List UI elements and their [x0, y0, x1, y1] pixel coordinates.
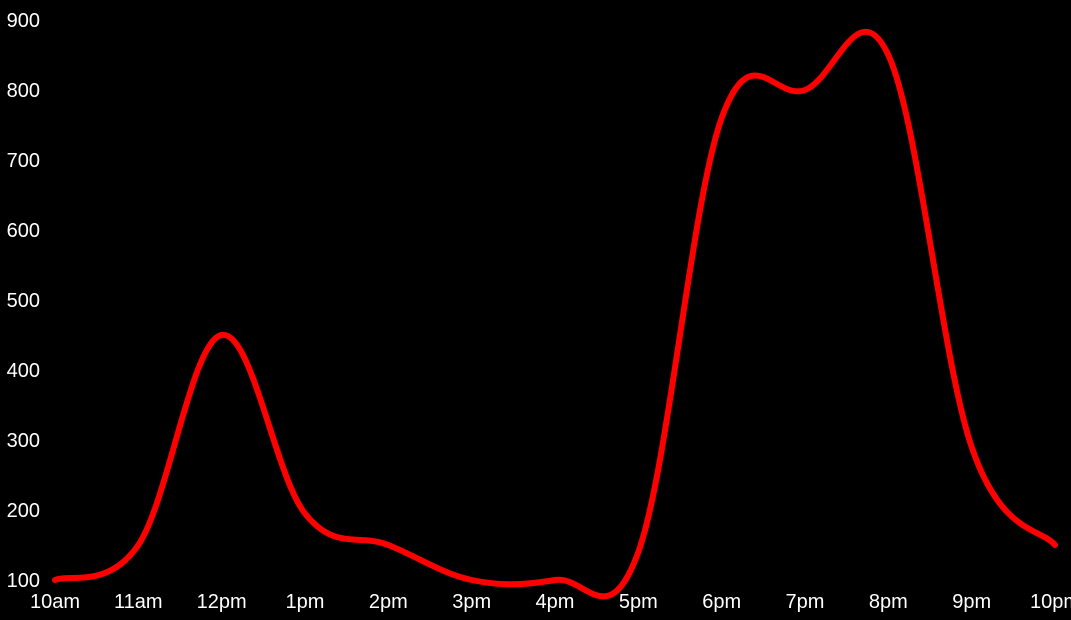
x-tick-label: 11am — [114, 591, 163, 613]
y-tick-label: 100 — [7, 570, 40, 592]
x-tick-label: 9pm — [952, 591, 991, 613]
chart-background — [0, 0, 1071, 620]
x-tick-label: 7pm — [786, 591, 825, 613]
y-tick-label: 800 — [7, 80, 40, 102]
x-tick-label: 8pm — [869, 591, 908, 613]
x-tick-label: 2pm — [369, 591, 408, 613]
x-tick-label: 6pm — [702, 591, 741, 613]
x-tick-label: 12pm — [197, 591, 247, 613]
x-tick-label: 3pm — [452, 591, 491, 613]
y-tick-label: 400 — [7, 360, 40, 382]
x-tick-label: 1pm — [286, 591, 325, 613]
x-tick-label: 10am — [30, 591, 80, 613]
x-tick-label: 10pm — [1030, 591, 1071, 613]
y-tick-label: 500 — [7, 290, 40, 312]
y-tick-label: 300 — [7, 430, 40, 452]
y-tick-label: 200 — [7, 500, 40, 522]
y-axis: 100 200 300 400 500 600 700 800 900 — [7, 10, 40, 592]
x-tick-label: 4pm — [536, 591, 575, 613]
x-tick-label: 5pm — [619, 591, 658, 613]
y-tick-label: 600 — [7, 220, 40, 242]
y-tick-label: 700 — [7, 150, 40, 172]
y-tick-label: 900 — [7, 10, 40, 32]
line-chart: 100 200 300 400 500 600 700 800 900 10am 11am 12pm 1… — [0, 0, 1071, 620]
